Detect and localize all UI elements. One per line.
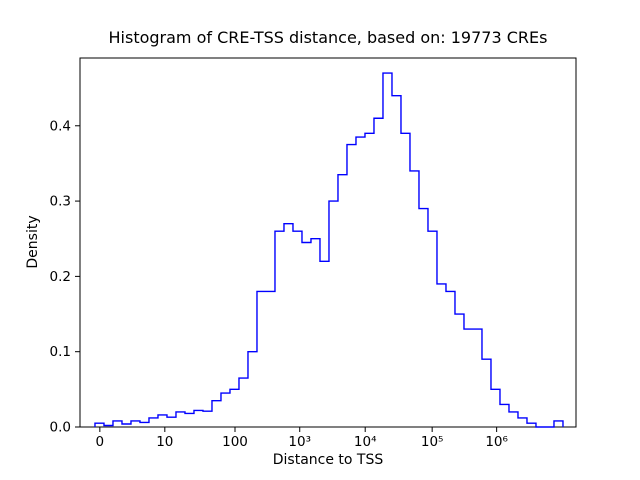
chart-title: Histogram of CRE-TSS distance, based on:…: [108, 28, 548, 47]
y-tick-label: 0.0: [50, 420, 71, 436]
x-tick-label: 100: [222, 434, 248, 450]
y-tick-label: 0.2: [50, 269, 71, 285]
y-tick-label: 0.1: [50, 344, 71, 360]
x-tick-label: 10³: [288, 434, 311, 450]
y-tick-label: 0.4: [50, 118, 71, 134]
x-tick-label: 10⁵: [421, 434, 444, 450]
x-tick-label: 10⁴: [354, 434, 377, 450]
x-tick-label: 10: [156, 434, 173, 450]
histogram-step-line: [94, 72, 564, 428]
plot-frame: [79, 57, 577, 428]
x-tick-label: 10⁶: [485, 434, 508, 450]
x-axis-label: Distance to TSS: [272, 452, 384, 468]
x-tick-label: 0: [96, 434, 105, 450]
y-tick-label: 0.3: [50, 194, 71, 210]
